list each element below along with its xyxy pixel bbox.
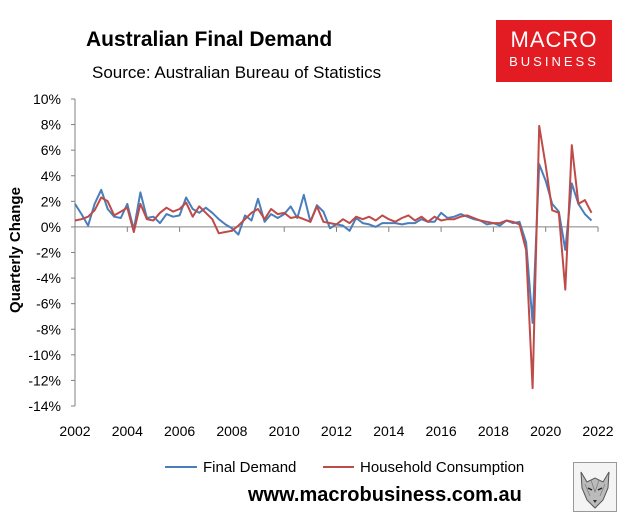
x-tick-label: 2010 [269,423,300,439]
y-tick-label: 2% [41,193,61,209]
x-tick-label: 2012 [321,423,352,439]
macrobusiness-logo: MACRO BUSINESS [496,20,612,82]
legend-label-final-demand: Final Demand [203,459,296,476]
tick-labels: 10% 8% 6% 4% 2% 0% -2% -4% -6% -8% -10% -12% -14% 200… [28,91,613,439]
y-tick-label: -12% [28,372,61,388]
x-tick-label: 2020 [530,423,561,439]
wolf-logo-icon [573,462,617,512]
y-tick-label: -4% [36,270,61,286]
y-tick-label: 10% [33,91,61,107]
x-tick-label: 2016 [426,423,457,439]
y-tick-label: -10% [28,347,61,363]
x-tick-label: 2022 [582,423,613,439]
website-url: www.macrobusiness.com.au [248,484,522,506]
x-tick-label: 2006 [164,423,195,439]
x-tick-label: 2014 [373,423,404,439]
x-tick-label: 2004 [112,423,143,439]
legend-label-household-consumption: Household Consumption [360,459,524,476]
legend: Final Demand Household Consumption [165,459,524,476]
y-tick-label: -8% [36,321,61,337]
y-tick-label: 0% [41,219,61,235]
y-tick-label: -14% [28,398,61,414]
y-axis-label: Quarterly Change [7,187,24,313]
x-tick-label: 2018 [478,423,509,439]
logo-line-1: MACRO [510,27,598,52]
series-lines [74,124,593,390]
y-tick-label: -2% [36,245,61,261]
y-tick-label: 8% [41,117,61,133]
chart-title: Australian Final Demand [86,28,333,51]
series-line-household-consumption [74,124,593,390]
x-tick-label: 2008 [216,423,247,439]
chart-subtitle: Source: Australian Bureau of Statistics [92,63,382,82]
series-line-final-demand [74,163,593,324]
logo-line-2: BUSINESS [509,54,599,69]
y-tick-label: 4% [41,168,61,184]
x-tick-label: 2002 [59,423,90,439]
axes [71,98,599,407]
y-tick-label: -6% [36,296,61,312]
y-tick-label: 6% [41,142,61,158]
